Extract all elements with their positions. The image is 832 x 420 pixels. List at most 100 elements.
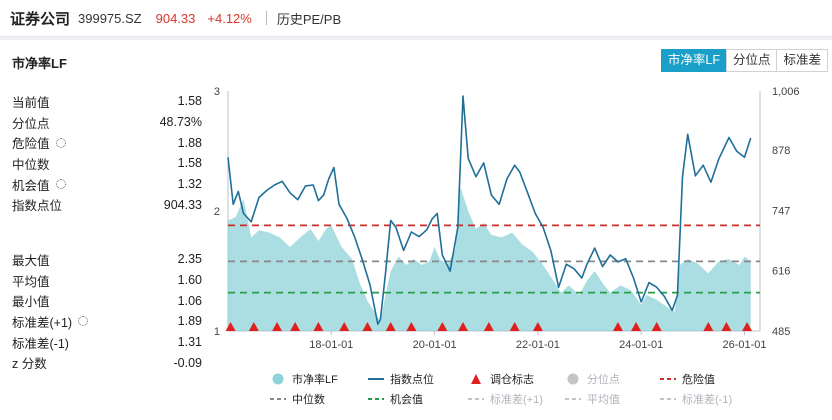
right-axis-tick-label: 616 bbox=[772, 266, 790, 278]
stats-top: 当前值 1.58 分位点 48.73% 危险值 1.88 中位数 1.58 机会值 1.3… bbox=[12, 91, 202, 215]
tab-std-dev[interactable]: 标准差 bbox=[776, 49, 828, 72]
tab-pb-lf[interactable]: 市净率LF bbox=[660, 49, 727, 72]
stat-row: 最小值 1.06 bbox=[12, 290, 202, 311]
legend-label[interactable]: 平均值 bbox=[587, 393, 620, 406]
x-axis-tick-label: 22-01-01 bbox=[516, 339, 560, 351]
stat-value: 1.58 bbox=[177, 156, 202, 171]
left-axis-tick-label: 3 bbox=[214, 86, 220, 98]
legend-label[interactable]: 中位数 bbox=[292, 392, 325, 406]
stat-row: 标准差(+1) 1.89 bbox=[12, 311, 202, 332]
stat-value: -0.09 bbox=[173, 355, 203, 370]
rebalance-marker bbox=[225, 322, 236, 331]
rebalance-marker bbox=[313, 322, 324, 331]
x-axis-tick-label: 20-01-01 bbox=[413, 339, 457, 351]
stat-row: 危险值 1.88 bbox=[12, 132, 202, 153]
stat-label: 危险值 bbox=[12, 137, 50, 152]
tab-percentile[interactable]: 分位点 bbox=[725, 49, 778, 72]
stat-row: 标准差(-1) 1.31 bbox=[12, 332, 202, 353]
index-code: 399975.SZ bbox=[78, 10, 142, 26]
series-area-pb-lf bbox=[228, 187, 751, 331]
stat-label: 指数点位 bbox=[12, 199, 63, 214]
stat-label: 分位点 bbox=[12, 116, 50, 131]
chart-panel: 市净率LF 市净率LF 分位点 标准差 当前值 1.58 分位点 48.73% 危险… bbox=[0, 40, 832, 420]
rebalance-marker bbox=[483, 322, 494, 331]
legend-label[interactable]: 指数点位 bbox=[390, 372, 434, 386]
x-axis-tick-label: 18-01-01 bbox=[309, 339, 353, 351]
stat-row: 中位数 1.58 bbox=[12, 153, 202, 174]
stat-value: 1.88 bbox=[177, 135, 202, 150]
index-price: 904.33 bbox=[155, 10, 196, 26]
stat-label: z 分数 bbox=[12, 357, 47, 372]
legend-label[interactable]: 调仓标志 bbox=[490, 372, 534, 386]
stat-row: 分位点 48.73% bbox=[12, 112, 202, 133]
legend-label[interactable]: 市净率LF bbox=[292, 372, 338, 386]
stat-value: 1.31 bbox=[177, 335, 202, 350]
rebalance-marker bbox=[651, 322, 662, 331]
stat-label: 最大值 bbox=[12, 253, 50, 268]
stat-label: 机会值 bbox=[12, 178, 50, 193]
top-bar: 证券公司 399975.SZ 904.33 +4.12% 历史PE/PB bbox=[0, 0, 832, 37]
left-axis-tick-label: 2 bbox=[214, 206, 220, 218]
stat-row: 指数点位 904.33 bbox=[12, 194, 202, 215]
stat-row: 最大值 2.35 bbox=[12, 249, 202, 270]
stats-bottom: 最大值 2.35 平均值 1.60 最小值 1.06 标准差(+1) 1.89 标准差(… bbox=[12, 249, 202, 373]
legend-label[interactable]: 标准差(+1) bbox=[490, 392, 543, 406]
rebalance-marker bbox=[437, 322, 448, 331]
legend-label[interactable]: 分位点 bbox=[587, 372, 620, 386]
settings-gear-icon[interactable] bbox=[55, 179, 66, 190]
rebalance-marker bbox=[272, 322, 283, 331]
rebalance-marker bbox=[385, 322, 396, 331]
rebalance-marker bbox=[458, 322, 469, 331]
stat-row: z 分数 -0.09 bbox=[12, 352, 202, 373]
right-axis-tick-label: 485 bbox=[772, 326, 790, 338]
stat-row: 平均值 1.60 bbox=[12, 270, 202, 291]
stat-row: 机会值 1.32 bbox=[12, 174, 202, 195]
x-axis-tick-label: 24-01-01 bbox=[619, 339, 663, 351]
stat-label: 最小值 bbox=[12, 295, 50, 310]
rebalance-marker bbox=[290, 322, 301, 331]
rebalance-marker bbox=[248, 322, 259, 331]
settings-gear-icon[interactable] bbox=[55, 137, 66, 148]
rebalance-marker bbox=[532, 322, 543, 331]
panel-title: 市净率LF bbox=[12, 56, 67, 71]
stat-label: 平均值 bbox=[12, 274, 50, 289]
stat-value: 48.73% bbox=[159, 115, 202, 130]
index-change: +4.12% bbox=[207, 10, 252, 26]
rebalance-marker bbox=[339, 322, 350, 331]
legend-label[interactable]: 危险值 bbox=[682, 372, 715, 386]
rebalance-marker bbox=[721, 322, 732, 331]
stat-label: 中位数 bbox=[12, 157, 50, 172]
stat-label: 标准差(-1) bbox=[12, 336, 69, 351]
stat-value: 2.35 bbox=[177, 252, 202, 267]
rebalance-marker bbox=[631, 322, 642, 331]
stat-value: 1.32 bbox=[177, 177, 202, 192]
rebalance-marker bbox=[742, 322, 753, 331]
right-axis-tick-label: 1,006 bbox=[772, 86, 800, 98]
metric-tabs: 市净率LF 分位点 标准差 bbox=[660, 49, 828, 72]
legend-marker bbox=[471, 374, 481, 384]
legend-label[interactable]: 标准差(-1) bbox=[682, 392, 732, 406]
rebalance-marker bbox=[612, 322, 623, 331]
stat-value: 1.60 bbox=[177, 273, 202, 288]
left-axis-tick-label: 1 bbox=[214, 326, 220, 338]
series-line-index-points bbox=[227, 95, 752, 325]
legend-label[interactable]: 机会值 bbox=[390, 392, 423, 406]
index-name: 证券公司 bbox=[10, 10, 71, 28]
right-axis-tick-label: 878 bbox=[772, 145, 790, 157]
rebalance-marker bbox=[509, 322, 520, 331]
right-axis-tick-label: 747 bbox=[772, 205, 790, 217]
legend-marker bbox=[567, 373, 579, 385]
settings-gear-icon[interactable] bbox=[78, 316, 89, 327]
stat-label: 当前值 bbox=[12, 95, 50, 110]
x-axis-tick-label: 26-01-01 bbox=[722, 339, 766, 351]
rebalance-marker bbox=[362, 322, 373, 331]
stat-value: 1.06 bbox=[177, 293, 202, 308]
history-pe-pb-link[interactable]: 历史PE/PB bbox=[276, 11, 342, 27]
stat-value: 1.89 bbox=[177, 314, 202, 329]
divider bbox=[265, 11, 267, 25]
stat-row: 当前值 1.58 bbox=[12, 91, 202, 112]
stat-value: 1.58 bbox=[177, 94, 202, 109]
legend-marker bbox=[272, 373, 284, 385]
stat-value: 904.33 bbox=[163, 197, 202, 212]
